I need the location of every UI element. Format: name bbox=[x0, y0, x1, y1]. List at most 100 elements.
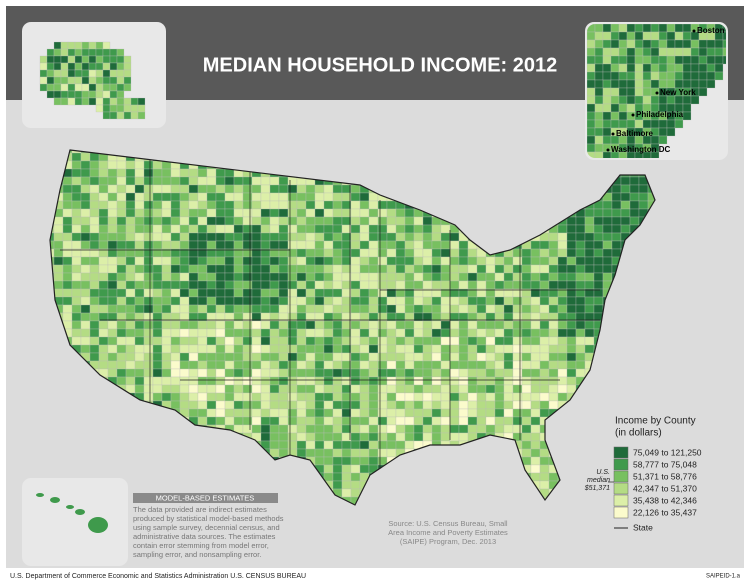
county bbox=[594, 119, 604, 129]
county bbox=[67, 41, 76, 50]
county bbox=[305, 400, 316, 410]
county bbox=[494, 256, 505, 266]
county bbox=[95, 90, 104, 99]
county bbox=[467, 304, 478, 314]
county bbox=[197, 408, 208, 418]
county bbox=[395, 328, 406, 338]
county bbox=[467, 376, 478, 386]
county bbox=[89, 264, 100, 274]
county bbox=[413, 376, 424, 386]
county bbox=[350, 368, 361, 378]
county bbox=[143, 360, 154, 370]
county bbox=[503, 264, 514, 274]
county bbox=[251, 352, 262, 362]
county bbox=[503, 408, 514, 418]
county bbox=[690, 71, 700, 81]
county bbox=[377, 200, 388, 210]
county bbox=[377, 272, 388, 282]
county bbox=[332, 280, 343, 290]
county bbox=[134, 272, 145, 282]
county bbox=[350, 456, 361, 466]
county bbox=[458, 360, 469, 370]
county bbox=[359, 440, 370, 450]
county bbox=[224, 216, 235, 226]
county bbox=[125, 328, 136, 338]
county bbox=[305, 224, 316, 234]
county bbox=[242, 352, 253, 362]
county bbox=[107, 192, 118, 202]
county bbox=[80, 224, 91, 234]
footer-right: SAIPEID-1.a bbox=[706, 574, 741, 580]
county bbox=[251, 360, 262, 370]
county bbox=[602, 103, 612, 113]
county bbox=[587, 71, 596, 81]
county bbox=[566, 272, 577, 282]
county bbox=[539, 344, 550, 354]
county bbox=[413, 304, 424, 314]
county bbox=[440, 416, 451, 426]
city-label: Philadelphia bbox=[636, 110, 684, 119]
county bbox=[278, 176, 289, 186]
county bbox=[39, 62, 48, 71]
county bbox=[332, 360, 343, 370]
county bbox=[89, 152, 100, 162]
county bbox=[53, 224, 64, 234]
county bbox=[602, 264, 613, 274]
county bbox=[305, 232, 316, 242]
county bbox=[666, 119, 676, 129]
county bbox=[116, 256, 127, 266]
county bbox=[109, 97, 118, 106]
county bbox=[89, 272, 100, 282]
footer-left: U.S. Department of Commerce Economic and… bbox=[10, 573, 306, 580]
county bbox=[89, 312, 100, 322]
county bbox=[296, 304, 307, 314]
county bbox=[71, 176, 82, 186]
county bbox=[395, 280, 406, 290]
county bbox=[81, 69, 90, 78]
county bbox=[620, 208, 631, 218]
county bbox=[386, 440, 397, 450]
county bbox=[80, 296, 91, 306]
county bbox=[143, 384, 154, 394]
county bbox=[332, 480, 343, 490]
county bbox=[278, 440, 289, 450]
county bbox=[650, 63, 660, 73]
county bbox=[242, 176, 253, 186]
county bbox=[46, 76, 55, 85]
county bbox=[314, 272, 325, 282]
county bbox=[134, 296, 145, 306]
county bbox=[88, 69, 97, 78]
county bbox=[170, 240, 181, 250]
county bbox=[125, 232, 136, 242]
county bbox=[368, 216, 379, 226]
county bbox=[242, 280, 253, 290]
county bbox=[575, 256, 586, 266]
county bbox=[650, 47, 660, 57]
county bbox=[690, 47, 700, 57]
county bbox=[587, 87, 596, 97]
county bbox=[368, 288, 379, 298]
county bbox=[368, 368, 379, 378]
county bbox=[116, 104, 125, 113]
county bbox=[287, 376, 298, 386]
county bbox=[395, 384, 406, 394]
county bbox=[422, 344, 433, 354]
county bbox=[130, 104, 139, 113]
county bbox=[215, 368, 226, 378]
county bbox=[287, 272, 298, 282]
county bbox=[53, 69, 62, 78]
county bbox=[584, 344, 595, 354]
county bbox=[332, 440, 343, 450]
county bbox=[377, 208, 388, 218]
county bbox=[287, 264, 298, 274]
county bbox=[494, 376, 505, 386]
county bbox=[71, 152, 82, 162]
county bbox=[494, 392, 505, 402]
county bbox=[134, 344, 145, 354]
county bbox=[206, 200, 217, 210]
county bbox=[512, 376, 523, 386]
county bbox=[125, 296, 136, 306]
county bbox=[377, 392, 388, 402]
county bbox=[521, 256, 532, 266]
county bbox=[584, 336, 595, 346]
